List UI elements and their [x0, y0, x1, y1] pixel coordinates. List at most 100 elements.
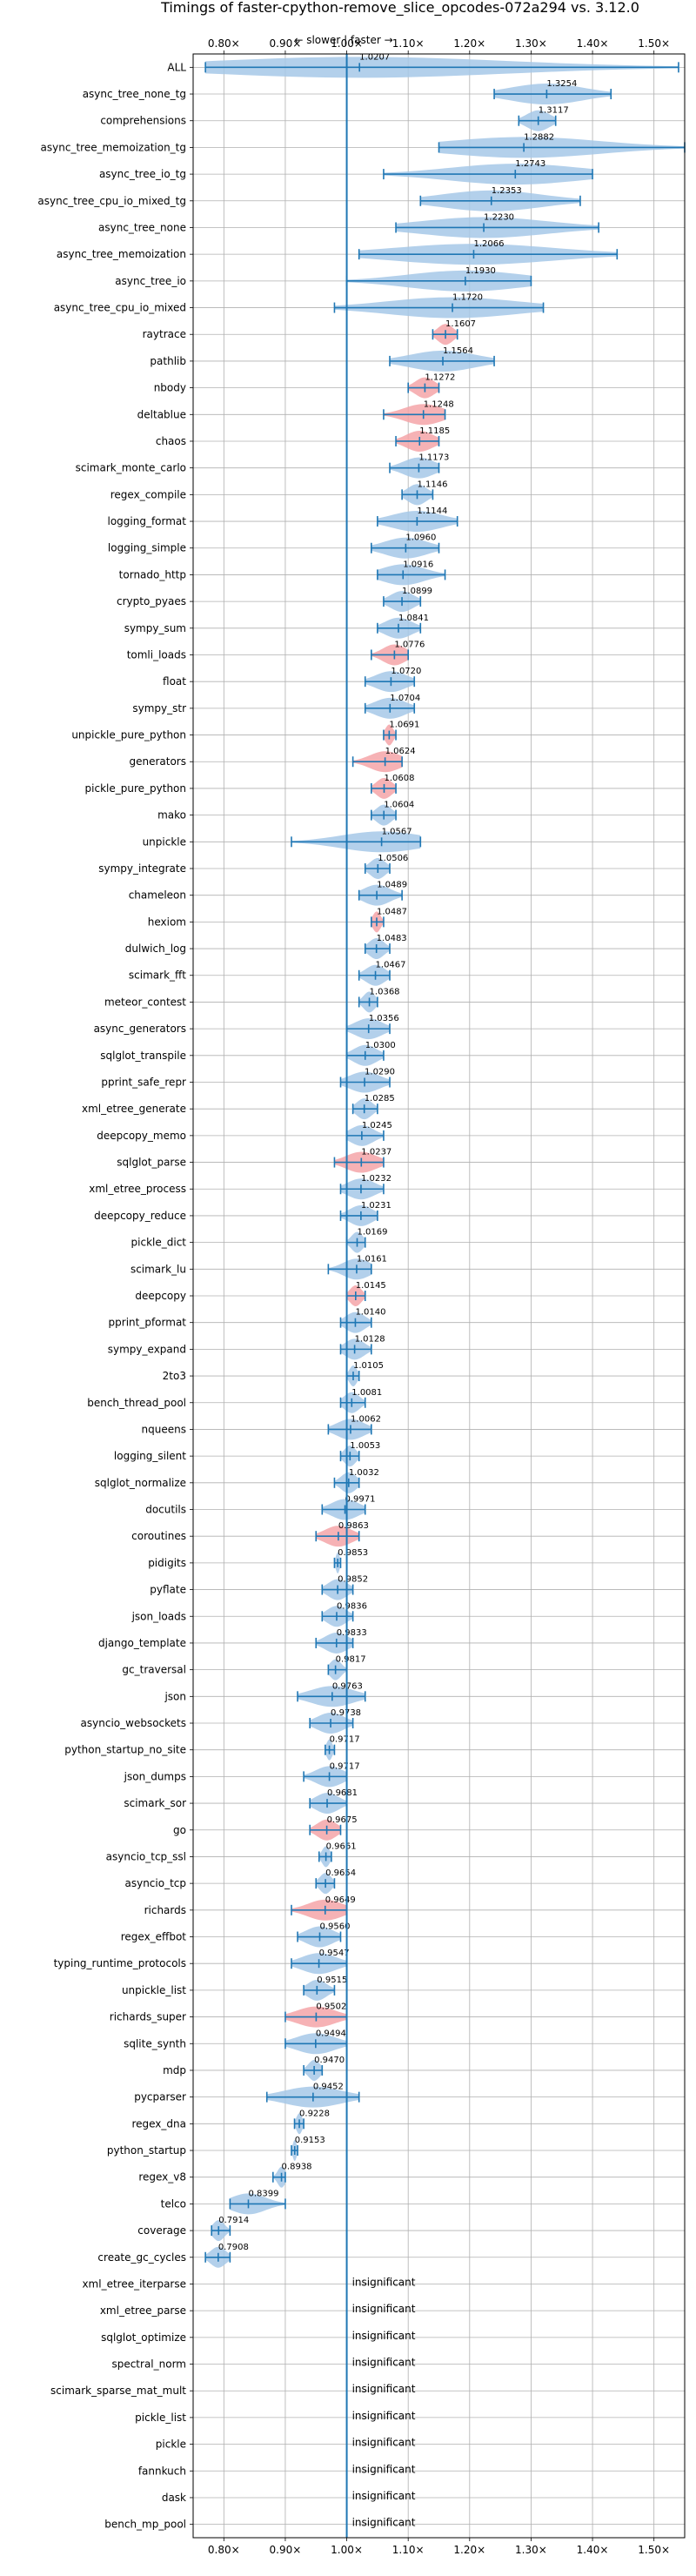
value-label: 1.0624 — [385, 747, 416, 756]
benchmark-label: mako — [157, 809, 186, 822]
benchmark-label: chaos — [156, 435, 186, 447]
benchmark-label: create_gc_cycles — [97, 2251, 186, 2264]
value-label: 1.1144 — [417, 506, 447, 516]
value-label: 1.0169 — [357, 1228, 387, 1238]
benchmark-label: float — [163, 675, 186, 688]
plot-frame — [192, 53, 686, 2539]
benchmark-label: dask — [162, 2492, 186, 2504]
x-tick-label-top: 1.30× — [515, 37, 547, 50]
insignificant-label: insignificant — [352, 2463, 416, 2475]
x-tick-label-bottom: 1.30× — [515, 2544, 547, 2556]
benchmark-label: pprint_safe_repr — [101, 1076, 186, 1088]
benchmark-label: regex_v8 — [138, 2171, 186, 2184]
benchmark-label: pyflate — [150, 1584, 186, 1596]
benchmark-label: scimark_sparse_mat_mult — [50, 2385, 186, 2397]
benchmark-label: gc_traversal — [122, 1664, 186, 1676]
value-label: 0.9817 — [336, 1655, 366, 1665]
y-axis-labels: ALL async_tree_none_tg comprehensions async… — [37, 61, 193, 2531]
benchmark-label: logging_simple — [108, 542, 186, 554]
benchmark-label: xml_etree_process — [89, 1183, 186, 1195]
benchmark-label: hexiom — [148, 916, 186, 928]
value-label: 1.1173 — [418, 453, 449, 463]
benchmark-label: sqlglot_transpile — [100, 1050, 186, 1062]
violin-marks: 1.0207 1.3254 1.3117 1.2882 1.2743 1.2353 1.22… — [204, 52, 686, 2538]
benchmark-label: dulwich_log — [125, 943, 186, 955]
benchmark-label: telco — [161, 2197, 186, 2210]
value-label: 1.0604 — [384, 801, 414, 810]
x-tick-label-top: 1.40× — [577, 37, 609, 50]
benchmark-label: regex_compile — [110, 488, 186, 500]
value-label: 1.0140 — [355, 1308, 385, 1318]
value-label: 1.1720 — [452, 293, 483, 303]
benchmark-label: generators — [129, 755, 186, 768]
value-label: 1.0128 — [355, 1334, 385, 1344]
value-label: 0.9971 — [345, 1495, 376, 1505]
insignificant-label: insignificant — [352, 2330, 416, 2342]
value-label: 1.0841 — [398, 614, 429, 623]
x-axis-ticks: 0.80× 0.80× 0.90× 0.90× 1.00× 1.00× 1.10× 1.10×… — [208, 37, 670, 2556]
value-label: 0.9717 — [330, 1735, 360, 1745]
value-label: 0.9853 — [338, 1548, 368, 1558]
x-tick-label-bottom: 0.80× — [208, 2544, 240, 2556]
benchmark-label: fannkuch — [138, 2465, 186, 2477]
value-label: 1.0567 — [382, 827, 412, 836]
benchmark-label: tomli_loads — [127, 648, 186, 661]
benchmark-label: sympy_sum — [124, 622, 186, 634]
value-label: 1.0960 — [405, 533, 436, 543]
benchmark-label: pathlib — [150, 355, 186, 367]
value-label: 1.2353 — [492, 186, 522, 196]
grid-lines — [193, 54, 685, 2538]
benchmark-label: json_dumps — [124, 1770, 186, 1782]
value-label: 0.8938 — [282, 2163, 312, 2172]
x-tick-label-top: 0.80× — [208, 37, 240, 50]
benchmark-label: async_tree_memoization_tg — [41, 141, 186, 153]
benchmark-label: nbody — [154, 382, 186, 394]
benchmark-label: xml_etree_parse — [100, 2304, 186, 2317]
value-label: 1.0916 — [403, 560, 433, 569]
value-label: 1.3254 — [546, 79, 577, 89]
value-label: 1.0105 — [353, 1361, 384, 1371]
benchmark-label: asyncio_websockets — [81, 1717, 186, 1729]
benchmark-label: scimark_sor — [124, 1797, 186, 1809]
x-tick-label-bottom: 1.40× — [577, 2544, 609, 2556]
x-tick-label-top: 1.00× — [331, 37, 363, 50]
chart-title: Timings of faster-cpython-remove_slice_o… — [160, 0, 639, 17]
benchmark-label: unpickle — [143, 835, 186, 848]
insignificant-label: insignificant — [352, 2357, 416, 2369]
value-label: 1.0720 — [391, 667, 421, 676]
x-tick-label-top: 1.10× — [392, 37, 425, 50]
benchmark-label: 2to3 — [163, 1370, 186, 1382]
value-label: 1.1607 — [445, 319, 476, 329]
chart-subtitle: ← slower | faster → — [294, 34, 392, 46]
benchmark-label: pickle_list — [135, 2412, 186, 2424]
insignificant-label: insignificant — [352, 2276, 416, 2288]
value-label: 0.9852 — [338, 1575, 368, 1585]
benchmark-label: pickle — [156, 2438, 186, 2451]
value-label: 1.0487 — [377, 907, 407, 916]
benchmark-label: django_template — [98, 1637, 186, 1649]
value-label: 1.0467 — [376, 961, 406, 970]
benchmark-label: pidigits — [148, 1557, 186, 1569]
value-label: 0.7908 — [218, 2243, 249, 2252]
value-label: 1.0483 — [377, 934, 407, 943]
benchmark-label: async_tree_none_tg — [83, 88, 186, 100]
value-label: 1.0231 — [361, 1201, 392, 1211]
value-label: 1.0285 — [365, 1094, 395, 1104]
benchmark-label: async_tree_cpu_io_mixed_tg — [37, 195, 186, 207]
benchmark-label: docutils — [145, 1504, 186, 1516]
benchmark-label: xml_etree_generate — [82, 1103, 186, 1115]
value-label: 1.0237 — [361, 1148, 392, 1157]
benchmark-label: typing_runtime_protocols — [54, 1957, 186, 1969]
value-label: 0.9681 — [327, 1788, 358, 1798]
value-label: 1.0145 — [356, 1281, 386, 1291]
benchmark-label: pickle_dict — [131, 1237, 187, 1249]
benchmark-label: deepcopy_memo — [97, 1130, 186, 1142]
benchmark-label: pickle_pure_python — [85, 782, 186, 795]
benchmark-label: sympy_expand — [108, 1343, 186, 1355]
insignificant-label: insignificant — [352, 2383, 416, 2395]
value-label: 0.9833 — [337, 1628, 367, 1638]
value-label: 1.0368 — [370, 987, 400, 996]
value-label: 1.0053 — [350, 1441, 380, 1451]
benchmark-label: regex_dna — [131, 2117, 186, 2130]
value-label: 0.9515 — [317, 1976, 347, 1985]
